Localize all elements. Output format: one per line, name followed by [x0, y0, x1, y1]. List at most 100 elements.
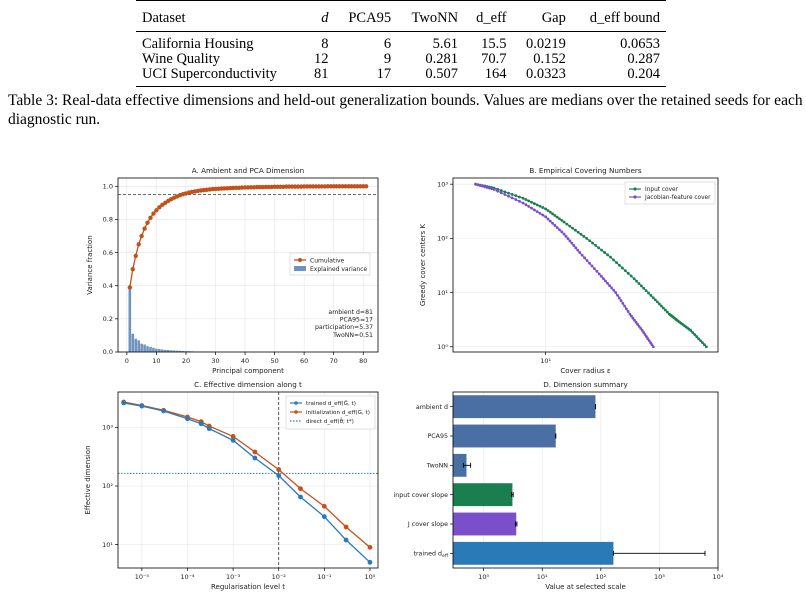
- jacobian-cover-point: [619, 299, 623, 303]
- jacobian-cover-point: [499, 191, 503, 195]
- table-cell: 0.152: [533, 51, 566, 67]
- trained-deff-point: [198, 421, 204, 427]
- table-cell: 81: [304, 67, 335, 87]
- jacobian-cover-point: [485, 186, 489, 189]
- input-cover-point: [695, 335, 698, 338]
- panel-a-annotation: TwoNN=0.51: [332, 332, 373, 339]
- jacobian-cover-point: [474, 182, 477, 186]
- legend-marker: [633, 195, 637, 199]
- explained-variance-bar: [175, 350, 179, 352]
- cumulative-point: [142, 226, 147, 231]
- jacobian-cover-point: [628, 312, 632, 316]
- input-cover-point: [518, 195, 521, 199]
- input-cover-point: [615, 261, 618, 264]
- header-d: d: [304, 0, 335, 32]
- jacobian-cover-point: [640, 329, 644, 332]
- jacobian-cover-point: [478, 184, 482, 187]
- input-cover-point: [544, 207, 548, 211]
- input-cover-point: [704, 345, 708, 349]
- input-cover-point: [635, 279, 638, 283]
- input-cover-point: [530, 200, 533, 204]
- table-cell: Wine Quality: [142, 51, 220, 67]
- summary-bar: [453, 483, 513, 507]
- x-tick-label: 20: [182, 357, 190, 365]
- summary-bar: [453, 541, 614, 565]
- input-cover-point: [527, 199, 531, 203]
- jacobian-cover-point: [535, 210, 539, 214]
- jacobian-cover-point: [568, 239, 572, 243]
- input-cover-point: [579, 232, 583, 236]
- explained-variance-bar: [158, 349, 161, 352]
- jacobian-cover-point: [521, 201, 525, 205]
- input-cover-point: [510, 193, 514, 196]
- explained-variance-bar: [155, 348, 158, 352]
- jacobian-cover-point: [490, 187, 494, 191]
- table-caption: Table 3: Real-data effective dimensions …: [8, 92, 803, 128]
- cumulative-point: [133, 253, 138, 259]
- input-cover-point: [606, 253, 609, 257]
- panel-a-annotation: participation=5.37: [315, 324, 373, 331]
- explained-variance-bar: [128, 287, 132, 352]
- input-cover-point: [632, 277, 636, 281]
- explained-variance-bar: [184, 351, 188, 352]
- cumulative-point: [148, 215, 153, 220]
- cumulative-point: [139, 233, 144, 239]
- trained-deff-point: [276, 473, 282, 479]
- input-cover-point: [644, 289, 648, 293]
- explained-variance-bar: [161, 349, 164, 352]
- header-dataset: Dataset: [136, 0, 305, 32]
- input-cover-point: [591, 241, 595, 245]
- jacobian-cover-point: [651, 345, 655, 349]
- table-cell: 6: [383, 36, 392, 52]
- jacobian-cover-point: [481, 184, 484, 188]
- jacobian-cover-point: [551, 221, 554, 225]
- initialization-deff-point: [276, 467, 282, 473]
- explained-variance-bar: [143, 344, 146, 352]
- explained-variance-bar: [131, 333, 135, 352]
- y-tick-label: 10²: [102, 482, 113, 490]
- x-tick-label: 10²: [595, 573, 606, 581]
- cumulative-point: [130, 266, 135, 272]
- input-cover-point: [626, 271, 630, 275]
- panel-a-frame: [117, 177, 379, 353]
- trained-deff-point: [206, 426, 212, 432]
- y-tick-label: 0.6: [103, 249, 113, 257]
- panel-a-ylabel: Variance fraction: [86, 235, 94, 294]
- initialization-deff-point: [252, 449, 258, 455]
- jacobian-cover-point: [590, 264, 594, 268]
- explained-variance-bar: [172, 350, 176, 352]
- y-tick-label: 10¹: [102, 541, 113, 549]
- jacobian-cover-point: [518, 199, 521, 203]
- input-cover-point: [532, 202, 536, 205]
- jacobian-cover-point: [650, 343, 654, 347]
- y-tick-label: 0.8: [103, 216, 113, 224]
- y-tick-label: 1.0: [103, 182, 113, 190]
- explained-variance-bar: [152, 347, 155, 352]
- input-cover-point: [548, 210, 552, 214]
- input-cover-point: [689, 329, 693, 332]
- cumulative-point: [363, 184, 369, 189]
- x-tick-label: 10⁻³: [226, 573, 241, 581]
- input-cover-point: [594, 244, 597, 247]
- x-tick-label: 50: [270, 357, 278, 365]
- explained-variance-bar: [166, 350, 170, 352]
- panel-a-xlabel: Principal component: [212, 367, 284, 375]
- initialization-deff-point: [367, 544, 373, 550]
- jacobian-cover-point: [524, 203, 528, 207]
- panel-b-xlabel: Cover radius ε: [560, 367, 611, 375]
- initialization-deff-point: [321, 503, 327, 509]
- input-cover-point: [701, 341, 704, 345]
- panel-a-annotation: ambient d=81: [328, 309, 373, 316]
- legend-marker: [294, 401, 298, 405]
- input-cover-point: [697, 337, 700, 340]
- x-tick-label: 10⁻⁵: [135, 573, 150, 581]
- jacobian-cover-point: [576, 248, 580, 252]
- jacobian-cover-point: [636, 322, 640, 326]
- jacobian-cover-point: [580, 253, 584, 257]
- table-cell: 0.0219: [525, 36, 566, 52]
- x-tick-label: 10⁻²: [272, 573, 287, 581]
- trained-deff-point: [252, 455, 258, 461]
- panel-a-legend-box: [289, 252, 371, 276]
- legend-label: Input cover: [645, 187, 679, 193]
- header-deff-bound: d_eff bound: [571, 0, 666, 32]
